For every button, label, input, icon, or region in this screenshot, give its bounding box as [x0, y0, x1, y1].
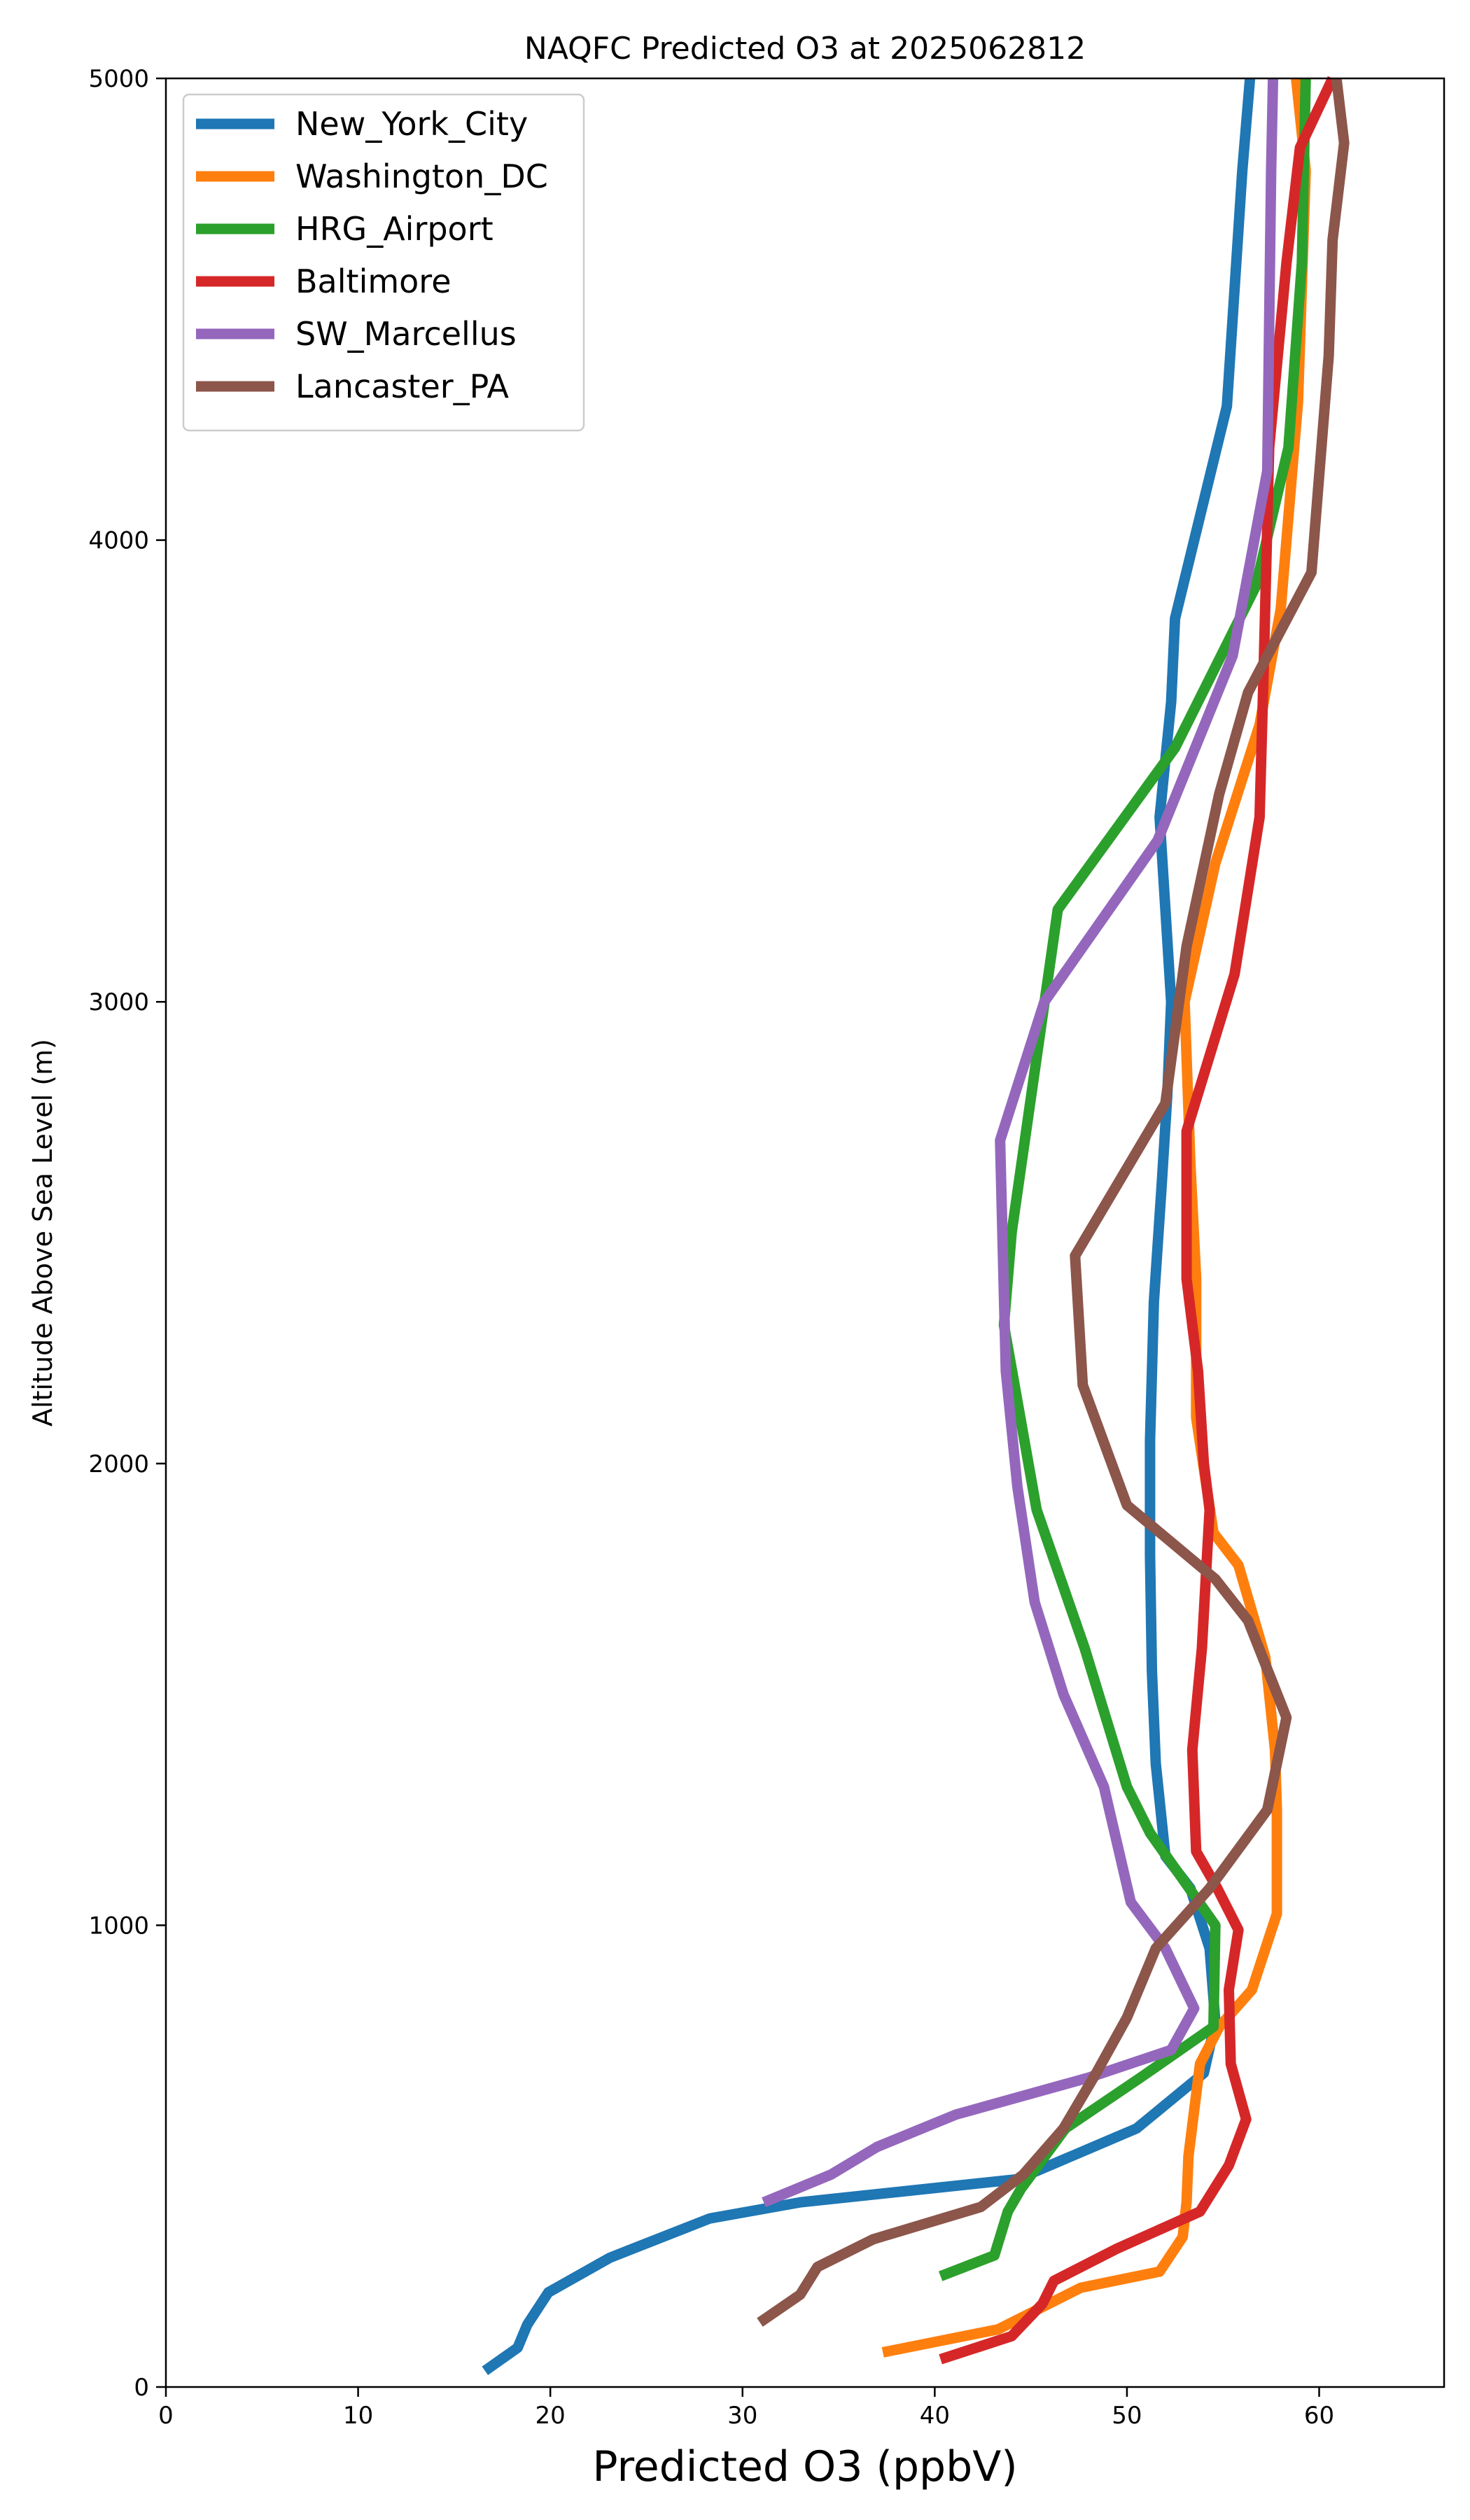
chart-title: NAQFC Predicted O3 at 2025062812 [524, 31, 1086, 66]
y-tick-label: 4000 [88, 527, 149, 555]
legend-label: SW_Marcellus [295, 315, 517, 353]
legend-label: Washington_DC [295, 158, 548, 195]
y-tick-label: 0 [134, 2374, 149, 2402]
x-tick-label: 0 [158, 2402, 174, 2430]
series-lines [482, 76, 1350, 2376]
y-tick-label: 3000 [88, 988, 149, 1016]
legend-label: Lancaster_PA [295, 368, 509, 405]
series-line-lancaster-pa [757, 78, 1350, 2327]
legend-label: New_York_City [295, 105, 528, 143]
y-axis-label: Altitude Above Sea Level (m) [27, 1039, 58, 1427]
axis-ticks: 0 10 20 30 40 50 60 0 1000 2000 3000 4000 5000 [88, 65, 1334, 2430]
x-tick-label: 50 [1112, 2402, 1142, 2430]
y-tick-label: 2000 [88, 1450, 149, 1478]
x-tick-label: 60 [1304, 2402, 1334, 2430]
x-axis-label: Predicted O3 (ppbV) [592, 2442, 1017, 2491]
legend-label: HRG_Airport [295, 210, 493, 248]
series-line-washington-dc [881, 78, 1311, 2358]
x-tick-label: 10 [343, 2402, 373, 2430]
legend: New_York_City Washington_DC HRG_Airport Bal… [182, 93, 585, 432]
y-tick-label: 5000 [88, 65, 149, 93]
y-tick-label: 1000 [88, 1912, 149, 1940]
x-tick-label: 30 [727, 2402, 757, 2430]
series-line-baltimore [939, 76, 1338, 2365]
legend-label: Baltimore [295, 262, 451, 300]
series-line-sw-marcellus [762, 78, 1279, 2208]
x-tick-label: 20 [536, 2402, 566, 2430]
legend-box [182, 93, 585, 432]
plot-frame [164, 77, 1446, 2388]
x-tick-label: 40 [920, 2402, 950, 2430]
